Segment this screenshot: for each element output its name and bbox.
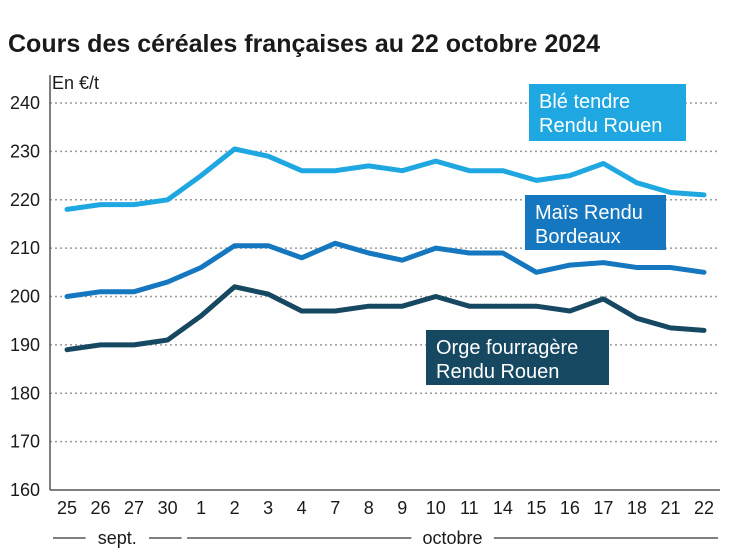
x-tick-label: 4 (297, 498, 307, 518)
x-tick-label: 10 (426, 498, 446, 518)
x-tick-label: 21 (660, 498, 680, 518)
x-tick-label: 7 (330, 498, 340, 518)
x-axis-ticks: 25 26 27 30 1 2 3 4 7 8 9 10 11 14 15 16 17 18 21 22 (57, 498, 714, 518)
chart-title: Cours des céréales françaises au 22 octo… (8, 30, 600, 58)
y-tick-label: 210 (10, 238, 40, 258)
series-label-box (525, 195, 666, 250)
x-tick-label: 15 (526, 498, 546, 518)
x-tick-label: 22 (694, 498, 714, 518)
month-label: octobre (423, 528, 483, 548)
x-tick-label: 16 (560, 498, 580, 518)
y-axis-label: En €/t (52, 73, 99, 93)
y-tick-label: 240 (10, 93, 40, 113)
x-tick-label: 1 (196, 498, 206, 518)
x-tick-label: 2 (230, 498, 240, 518)
x-tick-label: 3 (263, 498, 273, 518)
x-tick-label: 30 (158, 498, 178, 518)
x-tick-label: 25 (57, 498, 77, 518)
x-tick-label: 11 (460, 498, 479, 518)
series-label-box (529, 84, 686, 141)
y-tick-label: 170 (10, 432, 40, 452)
x-tick-label: 8 (364, 498, 374, 518)
y-tick-label: 200 (10, 287, 40, 307)
series-label-text: Bordeaux (535, 226, 621, 248)
y-tick-label: 180 (10, 383, 40, 403)
y-tick-label: 220 (10, 190, 40, 210)
y-tick-label: 160 (10, 480, 40, 500)
series-label-text: Blé tendre (539, 91, 630, 113)
y-tick-label: 190 (10, 335, 40, 355)
series-label-text: Rendu Rouen (539, 115, 662, 137)
x-tick-label: 27 (124, 498, 144, 518)
month-groups: sept. octobre (53, 528, 718, 548)
series-line (64, 284, 707, 353)
series-line (64, 146, 707, 212)
x-tick-label: 26 (91, 498, 111, 518)
month-label: sept. (98, 528, 137, 548)
series-label-box (426, 330, 609, 385)
x-tick-label: 18 (627, 498, 647, 518)
x-tick-label: 9 (397, 498, 407, 518)
series-label-text: Maïs Rendu (535, 202, 643, 224)
x-tick-label: 14 (493, 498, 513, 518)
series-lines (64, 146, 707, 353)
series-line (64, 240, 707, 299)
y-tick-label: 230 (10, 141, 40, 161)
series-label-text: Rendu Rouen (436, 361, 559, 383)
x-tick-label: 17 (593, 498, 613, 518)
y-axis-ticks: 160 170 180 190 200 210 220 230 240 (10, 93, 40, 500)
series-label-text: Orge fourragère (436, 337, 578, 359)
